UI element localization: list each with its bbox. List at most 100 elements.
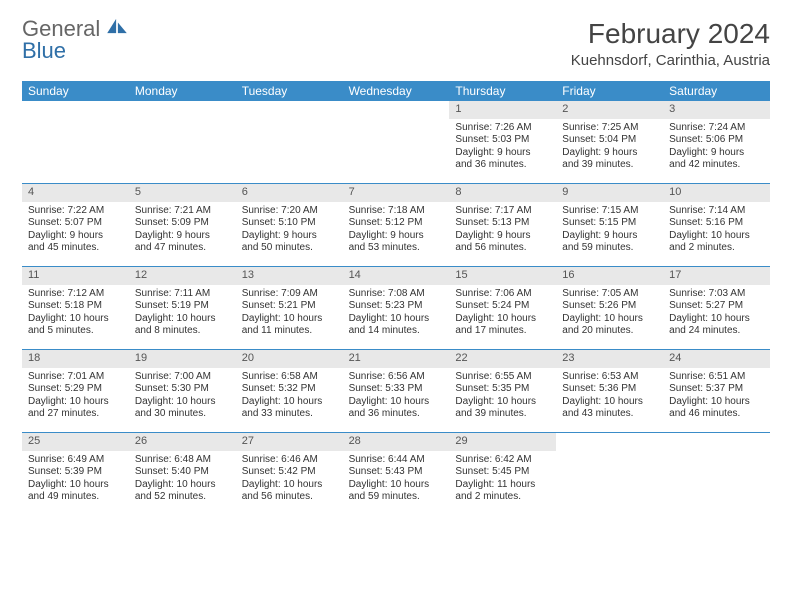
day-cell: 3Sunrise: 7:24 AMSunset: 5:06 PMDaylight… xyxy=(663,101,770,183)
daylight-text: Daylight: 10 hours and 8 minutes. xyxy=(135,313,230,338)
day-cell xyxy=(129,101,236,183)
day-number: 8 xyxy=(449,184,556,202)
day-body: Sunrise: 7:20 AMSunset: 5:10 PMDaylight:… xyxy=(236,202,343,260)
sunset-text: Sunset: 5:40 PM xyxy=(135,466,230,479)
sunrise-text: Sunrise: 7:26 AM xyxy=(455,122,550,135)
sunset-text: Sunset: 5:12 PM xyxy=(349,217,444,230)
day-cell: 6Sunrise: 7:20 AMSunset: 5:10 PMDaylight… xyxy=(236,184,343,266)
day-cell: 21Sunrise: 6:56 AMSunset: 5:33 PMDayligh… xyxy=(343,350,450,432)
day-of-week-header: Sunday Monday Tuesday Wednesday Thursday… xyxy=(22,81,770,101)
day-number: 25 xyxy=(22,433,129,451)
day-cell xyxy=(663,433,770,515)
day-number: 16 xyxy=(556,267,663,285)
dow-saturday: Saturday xyxy=(663,81,770,101)
daylight-text: Daylight: 10 hours and 27 minutes. xyxy=(28,396,123,421)
dow-friday: Friday xyxy=(556,81,663,101)
sunset-text: Sunset: 5:29 PM xyxy=(28,383,123,396)
week-row: 11Sunrise: 7:12 AMSunset: 5:18 PMDayligh… xyxy=(22,266,770,349)
day-number: 18 xyxy=(22,350,129,368)
calendar-grid: Sunday Monday Tuesday Wednesday Thursday… xyxy=(22,81,770,515)
daylight-text: Daylight: 9 hours and 56 minutes. xyxy=(455,230,550,255)
day-number: 2 xyxy=(556,101,663,119)
daylight-text: Daylight: 9 hours and 50 minutes. xyxy=(242,230,337,255)
day-body: Sunrise: 6:48 AMSunset: 5:40 PMDaylight:… xyxy=(129,451,236,509)
sunrise-text: Sunrise: 6:46 AM xyxy=(242,454,337,467)
sunset-text: Sunset: 5:10 PM xyxy=(242,217,337,230)
sunrise-text: Sunrise: 7:17 AM xyxy=(455,205,550,218)
title-block: February 2024 Kuehnsdorf, Carinthia, Aus… xyxy=(571,18,770,69)
sunrise-text: Sunrise: 7:00 AM xyxy=(135,371,230,384)
sunset-text: Sunset: 5:09 PM xyxy=(135,217,230,230)
day-cell: 26Sunrise: 6:48 AMSunset: 5:40 PMDayligh… xyxy=(129,433,236,515)
sunset-text: Sunset: 5:07 PM xyxy=(28,217,123,230)
daylight-text: Daylight: 10 hours and 20 minutes. xyxy=(562,313,657,338)
day-body: Sunrise: 7:01 AMSunset: 5:29 PMDaylight:… xyxy=(22,368,129,426)
day-cell: 18Sunrise: 7:01 AMSunset: 5:29 PMDayligh… xyxy=(22,350,129,432)
logo-sail-icon xyxy=(106,16,128,41)
sunset-text: Sunset: 5:36 PM xyxy=(562,383,657,396)
dow-wednesday: Wednesday xyxy=(343,81,450,101)
week-row: 1Sunrise: 7:26 AMSunset: 5:03 PMDaylight… xyxy=(22,101,770,183)
day-body: Sunrise: 7:08 AMSunset: 5:23 PMDaylight:… xyxy=(343,285,450,343)
day-number: 24 xyxy=(663,350,770,368)
day-cell: 14Sunrise: 7:08 AMSunset: 5:23 PMDayligh… xyxy=(343,267,450,349)
sunrise-text: Sunrise: 7:21 AM xyxy=(135,205,230,218)
daylight-text: Daylight: 11 hours and 2 minutes. xyxy=(455,479,550,504)
sunset-text: Sunset: 5:04 PM xyxy=(562,134,657,147)
sunrise-text: Sunrise: 7:22 AM xyxy=(28,205,123,218)
sunset-text: Sunset: 5:21 PM xyxy=(242,300,337,313)
daylight-text: Daylight: 9 hours and 47 minutes. xyxy=(135,230,230,255)
day-body: Sunrise: 7:26 AMSunset: 5:03 PMDaylight:… xyxy=(449,119,556,177)
day-cell xyxy=(556,433,663,515)
sunrise-text: Sunrise: 6:42 AM xyxy=(455,454,550,467)
day-number: 27 xyxy=(236,433,343,451)
sunset-text: Sunset: 5:18 PM xyxy=(28,300,123,313)
sunset-text: Sunset: 5:43 PM xyxy=(349,466,444,479)
daylight-text: Daylight: 10 hours and 33 minutes. xyxy=(242,396,337,421)
logo-text-blue: Blue xyxy=(22,38,66,63)
sunset-text: Sunset: 5:45 PM xyxy=(455,466,550,479)
day-body: Sunrise: 7:25 AMSunset: 5:04 PMDaylight:… xyxy=(556,119,663,177)
day-body: Sunrise: 6:58 AMSunset: 5:32 PMDaylight:… xyxy=(236,368,343,426)
daylight-text: Daylight: 10 hours and 24 minutes. xyxy=(669,313,764,338)
sunrise-text: Sunrise: 7:24 AM xyxy=(669,122,764,135)
day-body: Sunrise: 6:44 AMSunset: 5:43 PMDaylight:… xyxy=(343,451,450,509)
day-cell: 15Sunrise: 7:06 AMSunset: 5:24 PMDayligh… xyxy=(449,267,556,349)
sunset-text: Sunset: 5:06 PM xyxy=(669,134,764,147)
daylight-text: Daylight: 10 hours and 30 minutes. xyxy=(135,396,230,421)
location-label: Kuehnsdorf, Carinthia, Austria xyxy=(571,52,770,69)
day-cell: 24Sunrise: 6:51 AMSunset: 5:37 PMDayligh… xyxy=(663,350,770,432)
sunset-text: Sunset: 5:03 PM xyxy=(455,134,550,147)
sunrise-text: Sunrise: 7:01 AM xyxy=(28,371,123,384)
sunset-text: Sunset: 5:13 PM xyxy=(455,217,550,230)
day-number: 22 xyxy=(449,350,556,368)
daylight-text: Daylight: 10 hours and 17 minutes. xyxy=(455,313,550,338)
daylight-text: Daylight: 10 hours and 49 minutes. xyxy=(28,479,123,504)
day-cell: 27Sunrise: 6:46 AMSunset: 5:42 PMDayligh… xyxy=(236,433,343,515)
sunset-text: Sunset: 5:26 PM xyxy=(562,300,657,313)
day-cell: 28Sunrise: 6:44 AMSunset: 5:43 PMDayligh… xyxy=(343,433,450,515)
day-number: 29 xyxy=(449,433,556,451)
day-cell xyxy=(236,101,343,183)
day-number: 21 xyxy=(343,350,450,368)
day-body: Sunrise: 7:17 AMSunset: 5:13 PMDaylight:… xyxy=(449,202,556,260)
brand-logo: General Blue xyxy=(22,18,128,62)
sunrise-text: Sunrise: 7:14 AM xyxy=(669,205,764,218)
sunrise-text: Sunrise: 7:12 AM xyxy=(28,288,123,301)
header-bar: General Blue February 2024 Kuehnsdorf, C… xyxy=(22,18,770,69)
daylight-text: Daylight: 9 hours and 42 minutes. xyxy=(669,147,764,172)
sunrise-text: Sunrise: 6:53 AM xyxy=(562,371,657,384)
dow-tuesday: Tuesday xyxy=(236,81,343,101)
day-body: Sunrise: 7:15 AMSunset: 5:15 PMDaylight:… xyxy=(556,202,663,260)
day-number: 15 xyxy=(449,267,556,285)
day-cell: 22Sunrise: 6:55 AMSunset: 5:35 PMDayligh… xyxy=(449,350,556,432)
day-number: 14 xyxy=(343,267,450,285)
sunrise-text: Sunrise: 7:20 AM xyxy=(242,205,337,218)
sunset-text: Sunset: 5:15 PM xyxy=(562,217,657,230)
sunrise-text: Sunrise: 7:06 AM xyxy=(455,288,550,301)
daylight-text: Daylight: 10 hours and 46 minutes. xyxy=(669,396,764,421)
day-number: 20 xyxy=(236,350,343,368)
day-body: Sunrise: 6:53 AMSunset: 5:36 PMDaylight:… xyxy=(556,368,663,426)
daylight-text: Daylight: 9 hours and 36 minutes. xyxy=(455,147,550,172)
sunrise-text: Sunrise: 7:05 AM xyxy=(562,288,657,301)
